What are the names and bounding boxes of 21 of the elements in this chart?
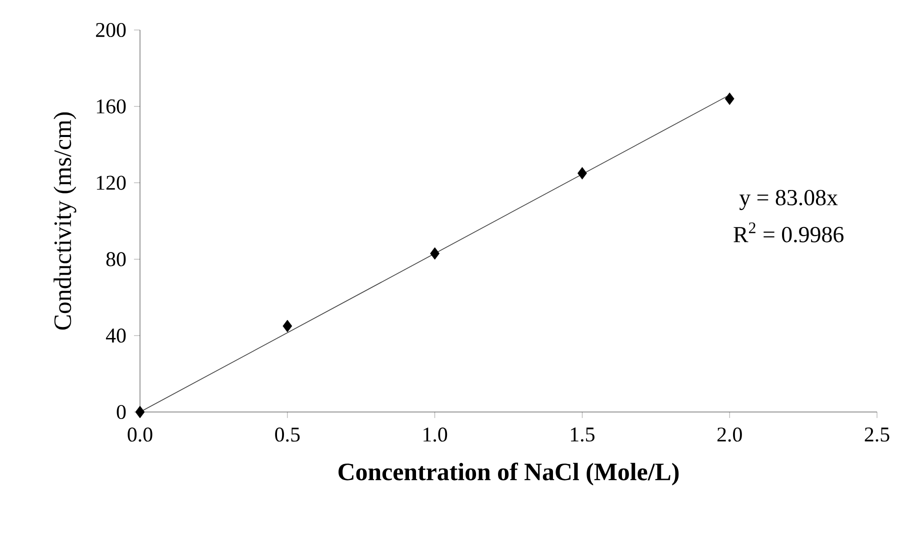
point [578, 167, 587, 180]
x-tick-label: 2.0 [717, 428, 742, 442]
x-tick-label: 2.5 [864, 428, 890, 442]
point [724, 92, 734, 105]
annotation: y = 83.08x [739, 190, 838, 210]
y-tick-label: 120 [96, 176, 126, 190]
annotation: R$^{2}$ = 0.9986 [734, 222, 844, 242]
y-tick-label: 0 [116, 404, 126, 420]
y-axis-title: Conductivity (ms/cm) [54, 112, 76, 330]
y-tick-label: 200 [96, 22, 126, 38]
x-tick-label: 1.0 [424, 428, 448, 442]
x-tick-label: 0.0 [128, 428, 152, 442]
y-tick-label: 80 [106, 252, 126, 266]
y-tick-label: 40 [106, 328, 126, 343]
x-axis-title: Concentration of NaCl (Mole/L) [338, 462, 679, 486]
point [282, 320, 292, 332]
y-tick-label: 160 [96, 99, 126, 114]
point [430, 247, 440, 260]
x-tick-label: 1.5 [570, 428, 594, 442]
x-tick-label: 0.5 [275, 428, 300, 442]
point [135, 406, 145, 418]
